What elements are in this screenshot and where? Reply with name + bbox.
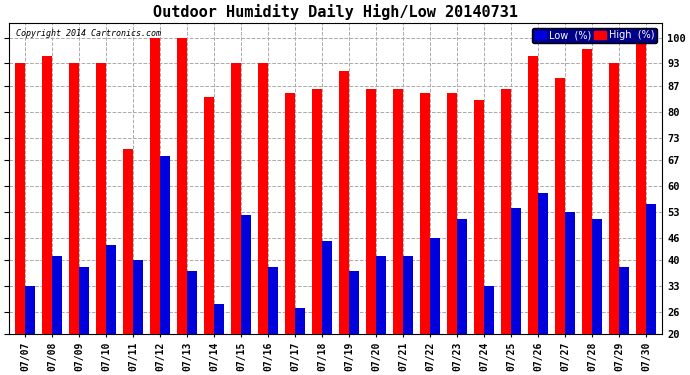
Bar [474, 100, 484, 375]
Bar [339, 71, 349, 375]
Bar [268, 267, 278, 375]
Bar [609, 63, 619, 375]
Bar [15, 63, 26, 375]
Bar [457, 219, 467, 375]
Bar [528, 56, 538, 375]
Bar [133, 260, 144, 375]
Bar [106, 245, 117, 375]
Bar [555, 78, 565, 375]
Bar [231, 63, 241, 375]
Bar [241, 215, 251, 375]
Bar [79, 267, 90, 375]
Bar [312, 89, 322, 375]
Bar [204, 97, 214, 375]
Bar [52, 256, 63, 375]
Bar [160, 156, 170, 375]
Bar [501, 89, 511, 375]
Bar [285, 93, 295, 375]
Legend: Low  (%), High  (%): Low (%), High (%) [532, 28, 658, 44]
Text: Copyright 2014 Cartronics.com: Copyright 2014 Cartronics.com [16, 29, 161, 38]
Bar [187, 271, 197, 375]
Bar [592, 219, 602, 375]
Bar [366, 89, 376, 375]
Bar [511, 208, 522, 375]
Bar [565, 211, 575, 375]
Bar [420, 93, 430, 375]
Bar [258, 63, 268, 375]
Bar [42, 56, 52, 375]
Bar [349, 271, 359, 375]
Bar [150, 38, 160, 375]
Bar [69, 63, 79, 375]
Bar [123, 148, 133, 375]
Bar [582, 49, 592, 375]
Bar [214, 304, 224, 375]
Bar [96, 63, 106, 375]
Bar [646, 204, 656, 375]
Bar [447, 93, 457, 375]
Bar [403, 256, 413, 375]
Bar [484, 286, 494, 375]
Bar [295, 308, 306, 375]
Bar [376, 256, 386, 375]
Bar [538, 193, 549, 375]
Bar [430, 237, 440, 375]
Title: Outdoor Humidity Daily High/Low 20140731: Outdoor Humidity Daily High/Low 20140731 [153, 4, 518, 20]
Bar [393, 89, 403, 375]
Bar [26, 286, 35, 375]
Bar [635, 38, 646, 375]
Bar [177, 38, 187, 375]
Bar [619, 267, 629, 375]
Bar [322, 241, 333, 375]
